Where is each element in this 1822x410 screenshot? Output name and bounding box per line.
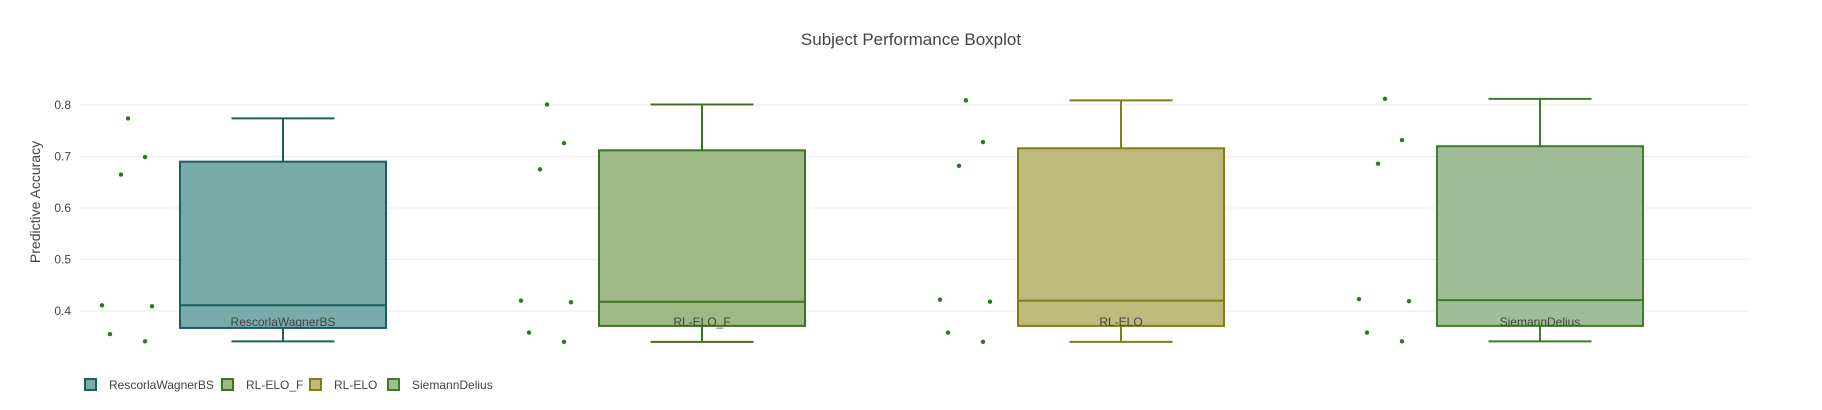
legend-item[interactable]: RL-ELO <box>309 378 377 392</box>
data-point <box>980 139 986 145</box>
plot-layer <box>99 96 1644 345</box>
legend-item[interactable]: RescorlaWagnerBS <box>84 378 214 392</box>
x-category-label: RL-ELO <box>1099 315 1142 329</box>
data-point <box>956 163 962 168</box>
x-category-label: SiemannDelius <box>1500 315 1581 329</box>
data-point <box>125 116 131 121</box>
x-category-label: RescorlaWagnerBS <box>231 315 336 329</box>
data-point <box>561 339 567 345</box>
data-point <box>561 140 567 146</box>
data-point <box>518 298 524 303</box>
legend-label: RescorlaWagnerBS <box>109 378 214 392</box>
box-iqr <box>598 149 806 327</box>
box-iqr <box>179 160 387 329</box>
data-point <box>1382 96 1388 102</box>
y-axis-title: Predictive Accuracy <box>27 141 43 263</box>
data-point <box>142 339 148 344</box>
data-point <box>980 339 986 345</box>
data-point <box>1364 330 1370 335</box>
y-tick-label: 0.7 <box>54 150 71 164</box>
data-point <box>963 98 969 103</box>
legend-swatch <box>387 378 400 391</box>
chart-title: Subject Performance Boxplot <box>801 30 1021 49</box>
legend-label: SiemannDelius <box>412 378 493 392</box>
data-point <box>537 167 543 172</box>
legend: RescorlaWagnerBS RL-ELO_F RL-ELO SiemannDel… <box>84 378 493 392</box>
data-point <box>1375 161 1381 166</box>
box-group-0 <box>99 116 387 344</box>
data-point <box>987 299 993 304</box>
box-group-3 <box>1356 96 1644 344</box>
box-group-2 <box>937 98 1225 345</box>
box-iqr <box>1436 145 1644 327</box>
data-point <box>99 303 105 308</box>
y-tick-label: 0.5 <box>54 252 71 266</box>
x-axis-categories: RescorlaWagnerBS RL-ELO_F RL-ELO SiemannDel… <box>231 315 1581 329</box>
data-point <box>107 331 113 337</box>
data-point <box>945 330 951 335</box>
box-group-1 <box>518 102 806 345</box>
data-point <box>937 297 943 302</box>
legend-label: RL-ELO_F <box>246 378 303 392</box>
legend-item[interactable]: SiemannDelius <box>387 378 493 392</box>
box-iqr <box>1017 147 1225 327</box>
y-tick-label: 0.6 <box>54 201 71 215</box>
legend-item[interactable]: RL-ELO_F <box>221 378 303 392</box>
legend-label: RL-ELO <box>334 378 377 392</box>
data-point <box>1399 339 1405 344</box>
x-category-label: RL-ELO_F <box>673 315 730 329</box>
legend-swatch <box>84 378 97 391</box>
legend-swatch <box>309 378 322 391</box>
data-point <box>568 300 574 305</box>
data-point <box>118 172 124 177</box>
data-point <box>142 154 148 160</box>
data-point <box>1406 298 1412 304</box>
data-point <box>1356 296 1362 302</box>
data-point <box>526 330 532 335</box>
y-tick-label: 0.8 <box>54 98 71 112</box>
data-point <box>544 102 550 107</box>
y-axis-ticks: 0.4 0.5 0.6 0.7 0.8 <box>54 98 71 318</box>
legend-swatch <box>221 378 234 391</box>
y-tick-label: 0.4 <box>54 304 71 318</box>
data-point <box>149 304 155 309</box>
data-point <box>1399 137 1405 143</box>
